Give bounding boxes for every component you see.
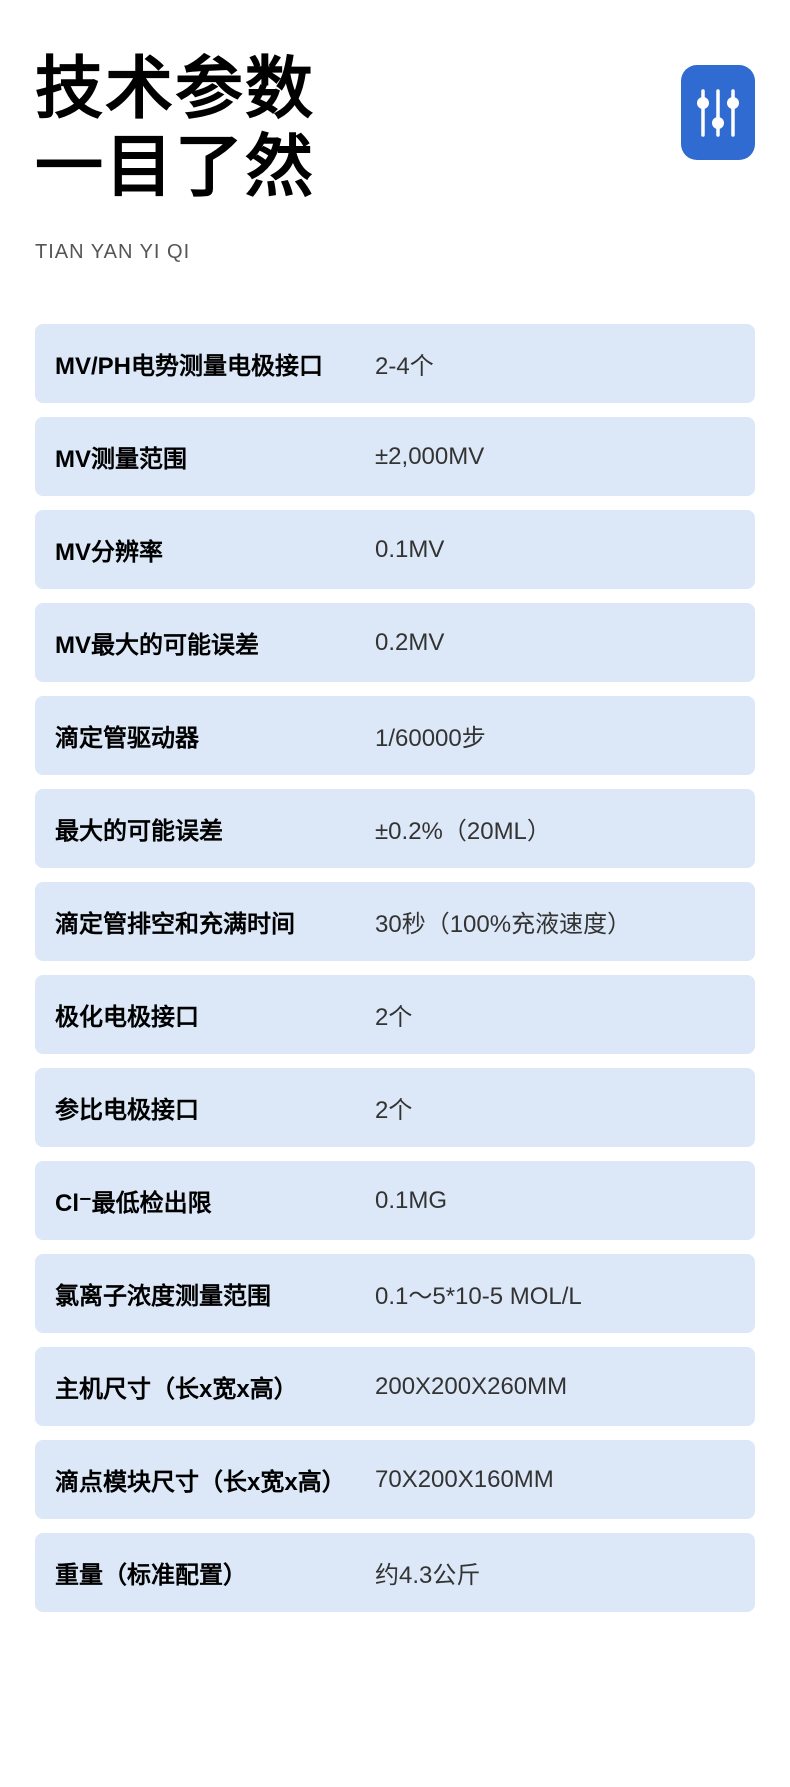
- main-title-line2: 一目了然: [35, 128, 315, 206]
- equalizer-icon: [681, 65, 755, 160]
- table-row: 最大的可能误差 ±0.2%（20ML）: [35, 789, 755, 868]
- spec-value: 2-4个: [375, 346, 434, 381]
- table-row: MV测量范围 ±2,000MV: [35, 417, 755, 496]
- spec-label: MV最大的可能误差: [55, 625, 375, 660]
- spec-label: 氯离子浓度测量范围: [55, 1276, 375, 1311]
- spec-label: 参比电极接口: [55, 1090, 375, 1125]
- subtitle: TIAN YAN YI QI: [35, 241, 755, 264]
- table-row: 参比电极接口 2个: [35, 1068, 755, 1147]
- spec-value: 70X200X160MM: [375, 1466, 554, 1494]
- spec-value: ±2,000MV: [375, 443, 484, 471]
- table-row: 滴定管排空和充满时间 30秒（100%充液速度）: [35, 882, 755, 961]
- spec-label: 滴点模块尺寸（长x宽x高）: [55, 1462, 375, 1497]
- spec-label: MV分辨率: [55, 532, 375, 567]
- table-row: 极化电极接口 2个: [35, 975, 755, 1054]
- spec-label: MV测量范围: [55, 439, 375, 474]
- spec-label: 重量（标准配置）: [55, 1555, 375, 1590]
- spec-value: 0.2MV: [375, 629, 444, 657]
- table-row: 主机尺寸（长x宽x高） 200X200X260MM: [35, 1347, 755, 1426]
- table-row: MV最大的可能误差 0.2MV: [35, 603, 755, 682]
- spec-label: MV/PH电势测量电极接口: [55, 346, 375, 381]
- spec-label: 主机尺寸（长x宽x高）: [55, 1369, 375, 1404]
- spec-value: 0.1MV: [375, 536, 444, 564]
- table-row: 氯离子浓度测量范围 0.1～5*10-5 MOL/L: [35, 1254, 755, 1333]
- table-row: Cl⁻最低检出限 0.1MG: [35, 1161, 755, 1240]
- spec-value: 0.1MG: [375, 1187, 447, 1215]
- spec-label: 最大的可能误差: [55, 811, 375, 846]
- main-title-line1: 技术参数: [35, 50, 315, 128]
- table-row: MV分辨率 0.1MV: [35, 510, 755, 589]
- table-row: 重量（标准配置） 约4.3公斤: [35, 1533, 755, 1612]
- spec-value: ±0.2%（20ML）: [375, 811, 551, 846]
- spec-label: 极化电极接口: [55, 997, 375, 1032]
- spec-label: Cl⁻最低检出限: [55, 1183, 375, 1218]
- spec-value: 200X200X260MM: [375, 1373, 567, 1401]
- spec-value: 0.1～5*10-5 MOL/L: [375, 1276, 582, 1311]
- spec-table: MV/PH电势测量电极接口 2-4个 MV测量范围 ±2,000MV MV分辨率…: [35, 324, 755, 1612]
- table-row: 滴定管驱动器 1/60000步: [35, 696, 755, 775]
- spec-value: 约4.3公斤: [375, 1555, 480, 1590]
- spec-label: 滴定管驱动器: [55, 718, 375, 753]
- title-block: 技术参数 一目了然: [35, 50, 315, 206]
- table-row: MV/PH电势测量电极接口 2-4个: [35, 324, 755, 403]
- spec-value: 2个: [375, 997, 412, 1032]
- spec-label: 滴定管排空和充满时间: [55, 904, 375, 939]
- spec-value: 30秒（100%充液速度）: [375, 904, 631, 939]
- spec-value: 2个: [375, 1090, 412, 1125]
- spec-value: 1/60000步: [375, 718, 486, 753]
- table-row: 滴点模块尺寸（长x宽x高） 70X200X160MM: [35, 1440, 755, 1519]
- header: 技术参数 一目了然: [35, 50, 755, 206]
